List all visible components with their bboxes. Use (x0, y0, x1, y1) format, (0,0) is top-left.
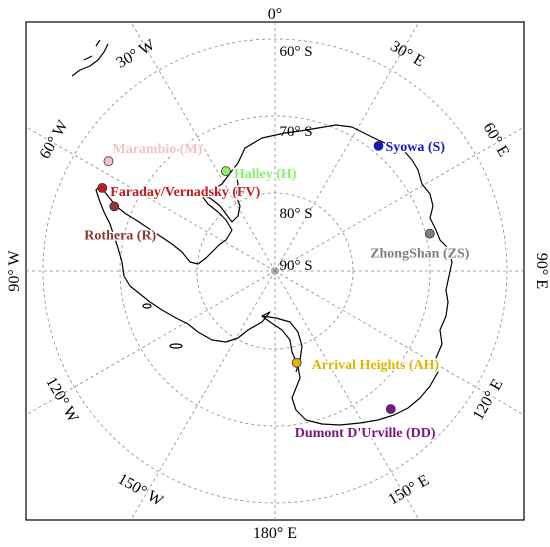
lon-label-150w: 150° W (115, 470, 167, 510)
lon-label-120e: 120° E (470, 376, 507, 423)
lat-label-90s: 90° S (279, 258, 312, 274)
lat-label-70s: 70° S (279, 124, 312, 140)
lon-label-180e: 180° E (253, 525, 297, 542)
stations-layer: Syowa (S) ZhongShan (ZS) Halley (H) Marambi… (83, 138, 471, 442)
south-pole-marker (271, 267, 279, 275)
lon-label-60e: 60° E (479, 120, 512, 160)
island-1 (169, 343, 183, 349)
station-marker-zhongshan (424, 228, 435, 239)
station-label-faraday: Faraday/Vernadsky (FV) (110, 185, 260, 200)
lon-label-90e: 90° E (533, 253, 550, 289)
antarctica-coastline (95, 124, 453, 426)
station-label-arrival: Arrival Heights (AH) (312, 358, 440, 373)
weddell-ice-shelf (201, 171, 241, 223)
station-marker-arrival (291, 357, 302, 368)
lon-label-60w: 60° W (36, 117, 72, 162)
lat-label-80s: 80° S (279, 206, 312, 222)
lat-circle-60s (42, 38, 508, 504)
station-marker-syowa (373, 140, 384, 151)
meridians (25, 21, 525, 521)
station-marker-halley (220, 166, 231, 177)
station-label-marambio: Marambio (M) (113, 142, 203, 157)
lat-label-60s: 60° S (279, 44, 312, 60)
lon-label-0: 0° (268, 6, 282, 23)
station-marker-marambio (103, 156, 114, 167)
south-america-tip (71, 39, 109, 77)
station-marker-rothera (109, 201, 120, 212)
station-label-rothera: Rothera (R) (84, 228, 156, 243)
station-label-dumont: Dumont D'Urville (DD) (295, 426, 436, 441)
lon-label-150e: 150° E (385, 472, 432, 509)
lon-label-90w: 90° W (6, 250, 23, 292)
lon-label-120w: 120° W (42, 374, 82, 426)
island-2 (142, 303, 152, 309)
station-marker-dumont (385, 404, 396, 414)
lon-label-30e: 30° E (387, 38, 427, 71)
station-label-halley: Halley (H) (234, 167, 297, 182)
lat-circle-70s (119, 115, 431, 427)
lon-label-30w: 30° W (114, 36, 159, 72)
station-label-syowa: Syowa (S) (386, 140, 446, 155)
station-label-zhongshan: ZhongShan (ZS) (370, 247, 470, 262)
station-marker-faraday (97, 182, 108, 193)
